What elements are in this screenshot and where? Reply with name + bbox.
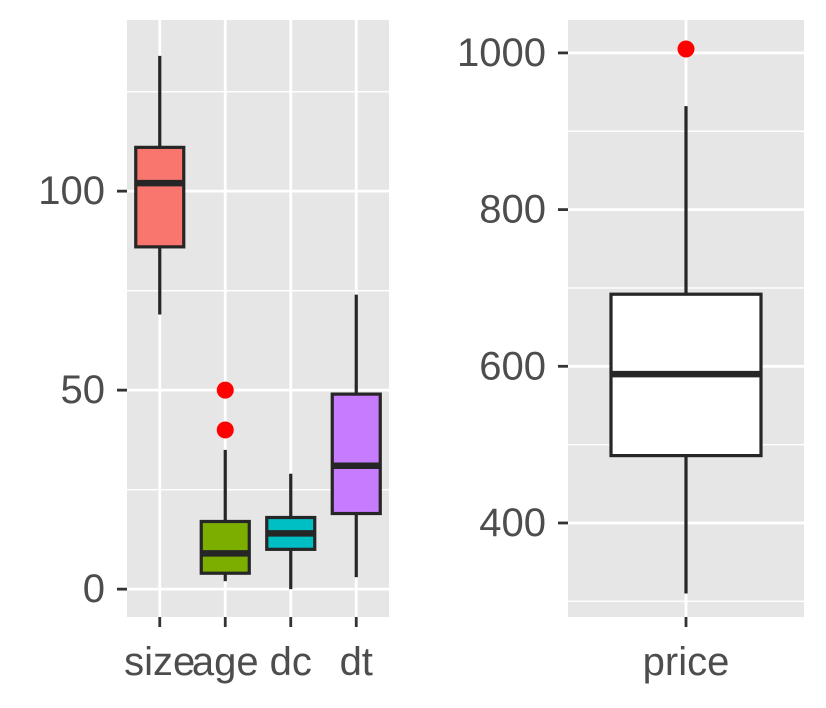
panel-1: 400 600 800 1000 price	[457, 20, 804, 684]
y-tick-label: 50	[61, 368, 106, 412]
y-tick-label: 1000	[457, 31, 546, 75]
x-tick-label: dt	[340, 640, 373, 684]
box-body	[134, 145, 186, 249]
box-age	[199, 381, 251, 582]
y-tick-label: 0	[83, 567, 105, 611]
outlier-point	[216, 381, 234, 399]
y-tick-label: 800	[479, 188, 546, 232]
box-dc	[265, 473, 317, 590]
y-tick-label: 600	[479, 344, 546, 388]
box-price	[609, 40, 763, 594]
x-tick-label: price	[643, 640, 730, 684]
box-body	[199, 519, 251, 575]
box-dt	[330, 294, 382, 578]
x-tick-label: age	[192, 640, 259, 684]
x-tick-label: dc	[270, 640, 312, 684]
box-size	[134, 55, 186, 315]
outlier-point	[677, 40, 695, 58]
outlier-point	[216, 421, 234, 439]
panel-background	[127, 20, 389, 617]
x-tick-label: size	[124, 640, 195, 684]
box-body	[330, 392, 382, 516]
y-tick-label: 100	[38, 169, 105, 213]
y-tick-label: 400	[479, 501, 546, 545]
